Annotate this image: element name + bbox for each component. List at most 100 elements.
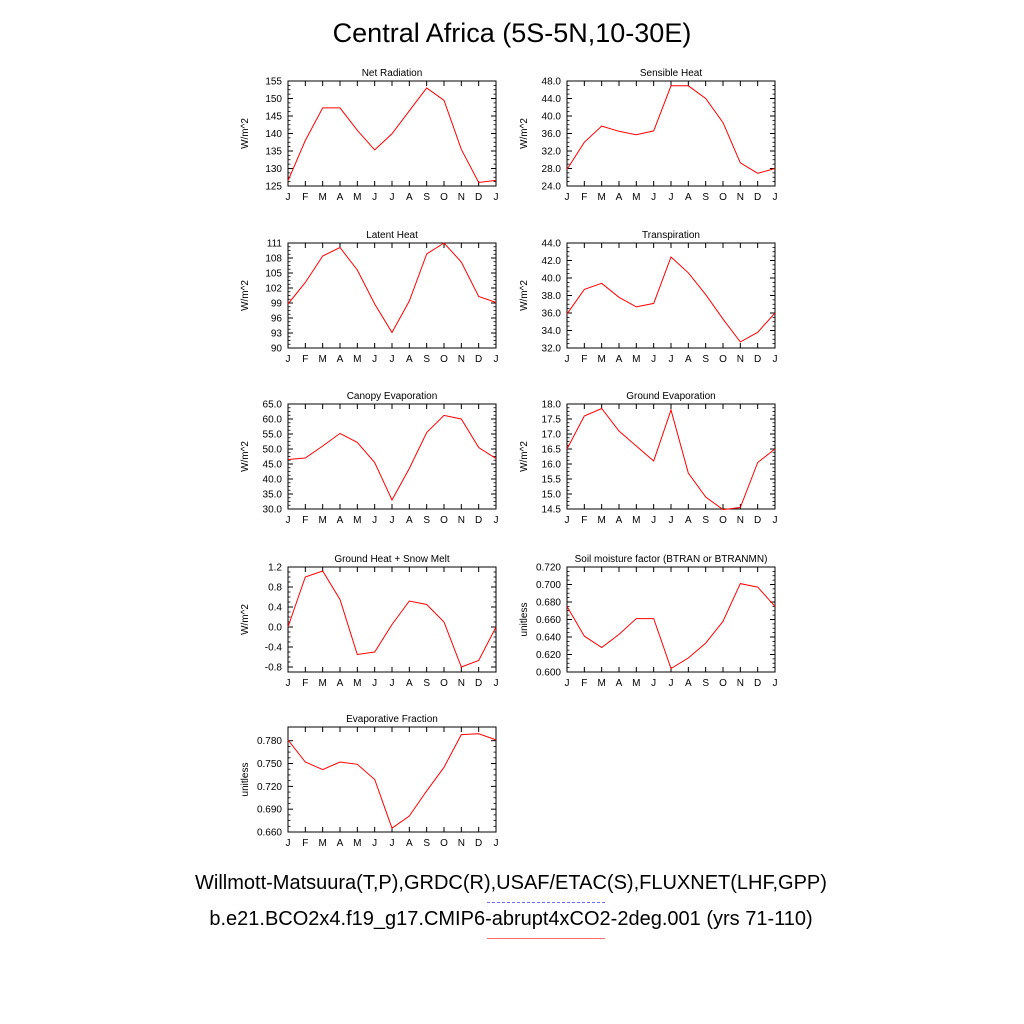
series-line bbox=[566, 583, 776, 670]
y-tick-label: 16.5 bbox=[542, 445, 562, 456]
x-tick-label: M bbox=[353, 192, 361, 203]
x-tick-label: M bbox=[632, 515, 640, 526]
x-tick-label: N bbox=[458, 838, 465, 849]
y-tick-label: 0.720 bbox=[536, 563, 561, 574]
y-tick-label: 108 bbox=[265, 254, 282, 265]
y-axis-label: W/m^2 bbox=[240, 118, 251, 149]
plot-frame bbox=[287, 403, 497, 510]
x-tick-label: S bbox=[423, 678, 430, 689]
y-tick-label: 0.640 bbox=[536, 633, 561, 644]
x-tick-label: S bbox=[702, 192, 709, 203]
series-line bbox=[287, 87, 497, 184]
x-tick-label: J bbox=[669, 192, 674, 203]
x-tick-label: D bbox=[475, 192, 482, 203]
x-tick-label: J bbox=[773, 515, 778, 526]
series-line bbox=[287, 733, 497, 829]
plot-frame bbox=[287, 566, 497, 673]
x-tick-label: F bbox=[302, 192, 308, 203]
x-tick-label: J bbox=[390, 515, 395, 526]
x-tick-label: O bbox=[440, 838, 448, 849]
x-tick-label: J bbox=[286, 838, 291, 849]
x-tick-label: J bbox=[372, 192, 377, 203]
x-tick-label: J bbox=[494, 354, 499, 365]
x-tick-label: A bbox=[685, 192, 692, 203]
y-tick-label: 0.720 bbox=[257, 782, 282, 793]
y-tick-label: 0.750 bbox=[257, 759, 282, 770]
legend-observations-swatch bbox=[487, 902, 605, 903]
legend-model-swatch bbox=[487, 938, 605, 939]
x-tick-label: S bbox=[423, 192, 430, 203]
y-tick-label: 32.0 bbox=[542, 147, 562, 158]
x-tick-label: A bbox=[406, 678, 413, 689]
x-tick-label: D bbox=[475, 515, 482, 526]
chart-title: Canopy Evaporation bbox=[347, 391, 438, 402]
x-tick-label: A bbox=[337, 678, 344, 689]
x-tick-label: M bbox=[318, 515, 326, 526]
y-tick-label: 35.0 bbox=[263, 490, 283, 501]
y-tick-label: 28.0 bbox=[542, 164, 562, 175]
x-tick-label: J bbox=[390, 192, 395, 203]
x-tick-label: J bbox=[565, 678, 570, 689]
x-tick-label: M bbox=[632, 354, 640, 365]
y-tick-label: 96 bbox=[271, 314, 283, 325]
x-tick-label: A bbox=[337, 515, 344, 526]
y-tick-label: 18.0 bbox=[542, 400, 562, 411]
y-tick-label: 17.0 bbox=[542, 430, 562, 441]
y-tick-label: 50.0 bbox=[263, 445, 283, 456]
y-axis-label: W/m^2 bbox=[519, 118, 530, 149]
x-tick-label: A bbox=[337, 192, 344, 203]
y-tick-label: 0.700 bbox=[536, 580, 561, 591]
y-tick-label: 55.0 bbox=[263, 430, 283, 441]
x-tick-label: M bbox=[597, 678, 605, 689]
x-tick-label: N bbox=[737, 515, 744, 526]
y-tick-label: 0.660 bbox=[536, 615, 561, 626]
x-tick-label: A bbox=[616, 678, 623, 689]
chart-title: Evaporative Fraction bbox=[346, 714, 438, 725]
y-tick-label: 140 bbox=[265, 129, 282, 140]
y-tick-label: 44.0 bbox=[542, 94, 562, 105]
x-tick-label: J bbox=[494, 192, 499, 203]
x-tick-label: A bbox=[337, 838, 344, 849]
x-tick-label: N bbox=[737, 354, 744, 365]
y-tick-label: 90 bbox=[271, 344, 283, 355]
series-line bbox=[566, 256, 776, 343]
x-tick-label: F bbox=[302, 838, 308, 849]
plot-frame bbox=[566, 242, 776, 349]
x-tick-label: J bbox=[494, 838, 499, 849]
x-tick-label: M bbox=[318, 354, 326, 365]
chart-title: Latent Heat bbox=[366, 230, 418, 241]
x-tick-label: A bbox=[406, 515, 413, 526]
x-tick-label: J bbox=[773, 192, 778, 203]
x-tick-label: M bbox=[353, 515, 361, 526]
y-tick-label: 40.0 bbox=[542, 274, 562, 285]
y-tick-label: 105 bbox=[265, 269, 282, 280]
x-tick-label: J bbox=[669, 354, 674, 365]
x-tick-label: J bbox=[372, 838, 377, 849]
y-tick-label: 40.0 bbox=[542, 112, 562, 123]
y-tick-label: 44.0 bbox=[542, 239, 562, 250]
y-tick-label: 111 bbox=[267, 239, 283, 250]
x-tick-label: J bbox=[390, 354, 395, 365]
x-tick-label: O bbox=[719, 678, 727, 689]
y-tick-label: 145 bbox=[265, 112, 282, 123]
x-tick-label: M bbox=[632, 678, 640, 689]
x-tick-label: D bbox=[475, 678, 482, 689]
x-tick-label: J bbox=[372, 515, 377, 526]
x-tick-label: A bbox=[616, 192, 623, 203]
y-tick-label: 65.0 bbox=[263, 400, 283, 411]
y-axis-label: W/m^2 bbox=[240, 604, 251, 635]
x-tick-label: O bbox=[719, 354, 727, 365]
y-axis-label: unitless bbox=[240, 763, 251, 797]
x-tick-label: N bbox=[458, 515, 465, 526]
y-tick-label: 0.690 bbox=[257, 805, 282, 816]
y-tick-label: 125 bbox=[265, 182, 282, 193]
chart-title: Ground Heat + Snow Melt bbox=[334, 554, 450, 565]
y-tick-label: 36.0 bbox=[542, 129, 562, 140]
x-tick-label: J bbox=[286, 678, 291, 689]
x-tick-label: D bbox=[754, 354, 761, 365]
x-tick-label: O bbox=[719, 192, 727, 203]
y-tick-label: 42.0 bbox=[542, 256, 562, 267]
